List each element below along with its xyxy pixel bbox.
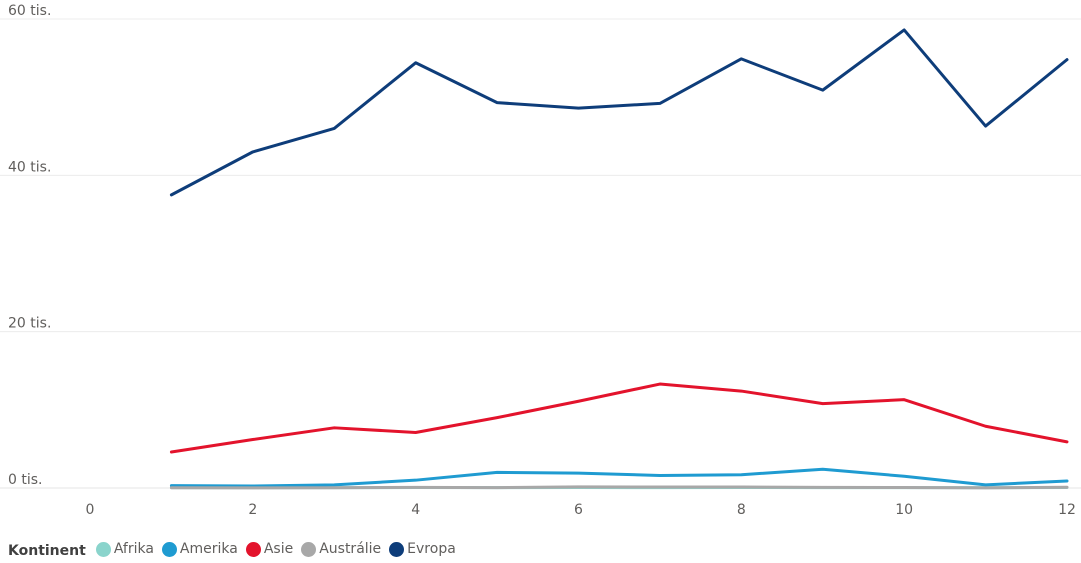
- legend-label: Amerika: [179, 541, 238, 558]
- legend-label: Asie: [263, 541, 294, 558]
- legend-marker-icon: [389, 541, 405, 557]
- legend-item[interactable]: Afrika: [95, 541, 154, 558]
- x-axis-ticks: 0 2 4 6 8 10 12: [86, 502, 1076, 518]
- series-line-evropa: [169, 28, 1069, 197]
- legend-item[interactable]: Asie: [245, 541, 294, 558]
- legend-marker-icon: [161, 541, 177, 557]
- x-tick-label: 12: [1058, 502, 1076, 518]
- y-tick-label: 0 tis.: [8, 472, 42, 488]
- series-line-asie: [169, 382, 1069, 454]
- legend-label: Afrika: [113, 541, 154, 558]
- x-tick-label: 4: [411, 502, 420, 518]
- legend: Kontinent Afrika Amerika Asie Austrálie Evro…: [8, 540, 464, 562]
- y-tick-label: 60 tis.: [8, 3, 51, 19]
- x-tick-label: 2: [248, 502, 257, 518]
- legend-marker-icon: [301, 541, 317, 557]
- legend-item[interactable]: Evropa: [389, 541, 456, 557]
- x-tick-label: 0: [86, 502, 95, 518]
- legend-label: Austrálie: [319, 541, 382, 558]
- series-lines: [169, 28, 1069, 490]
- y-axis-ticks: 0 tis. 20 tis. 40 tis. 60 tis.: [8, 3, 51, 488]
- x-tick-label: 6: [574, 502, 583, 518]
- y-tick-label: 40 tis.: [8, 159, 51, 175]
- legend-label: Evropa: [407, 541, 456, 558]
- gridlines: [0, 18, 1081, 489]
- legend-item[interactable]: Amerika: [161, 541, 238, 558]
- legend-items: Afrika Amerika Asie Austrálie Evropa: [95, 541, 464, 561]
- x-tick-label: 8: [737, 502, 746, 518]
- legend-title: Kontinent: [8, 543, 86, 559]
- legend-marker-icon: [245, 541, 261, 557]
- legend-item[interactable]: Austrálie: [301, 541, 381, 557]
- y-tick-label: 20 tis.: [8, 316, 51, 332]
- series-line-austrálie: [169, 485, 1069, 490]
- x-tick-label: 10: [895, 502, 913, 518]
- legend-marker-icon: [95, 541, 111, 557]
- series-line-amerika: [169, 467, 1069, 488]
